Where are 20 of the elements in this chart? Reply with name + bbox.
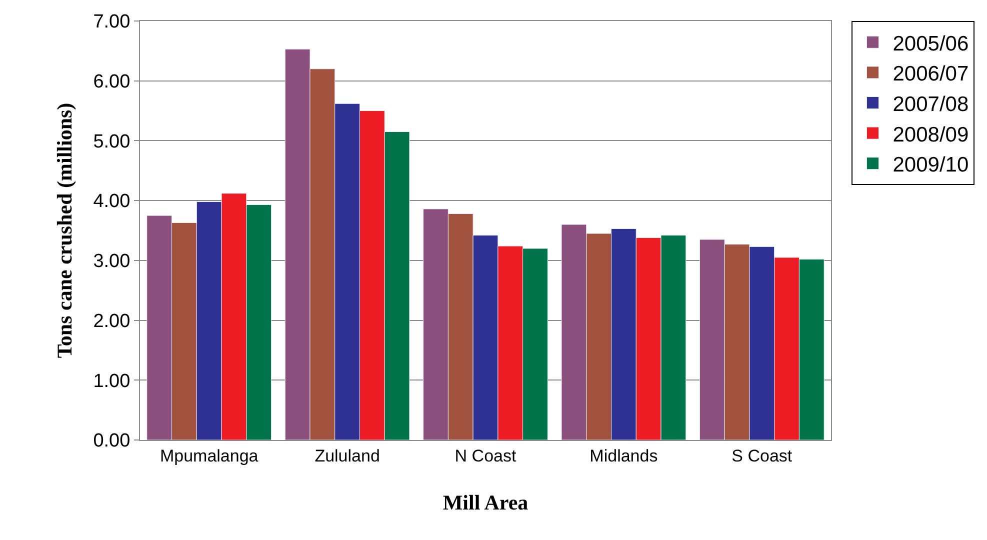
y-axis-title: Tons cane crushed (millions): [52, 102, 76, 358]
y-tick-label: 0.00: [93, 430, 130, 452]
legend-label: 2005/06: [892, 32, 969, 56]
legend-label: 2006/07: [892, 62, 969, 86]
y-tick-label: 4.00: [93, 191, 130, 212]
y-tick-label: 5.00: [93, 131, 130, 152]
x-tick-label: Mpumalanga: [160, 446, 259, 466]
y-tick-label: 6.00: [93, 72, 130, 93]
x-tick-label: Zululand: [314, 446, 380, 466]
x-axis-title: Mill Area: [442, 490, 529, 515]
y-tick-label: 3.00: [93, 251, 130, 272]
y-tick-label: 2.00: [93, 310, 130, 332]
x-tick-label: S Coast: [732, 446, 792, 466]
y-tick-label: 7.00: [93, 12, 130, 33]
x-tick-label: N Coast: [454, 446, 516, 466]
x-tick-label: Midlands: [590, 446, 658, 466]
legend-label: 2008/09: [892, 123, 969, 146]
legend-label: 2009/10: [892, 154, 969, 177]
legend-label: 2007/08: [892, 92, 969, 116]
y-tick-label: 1.00: [93, 370, 130, 392]
